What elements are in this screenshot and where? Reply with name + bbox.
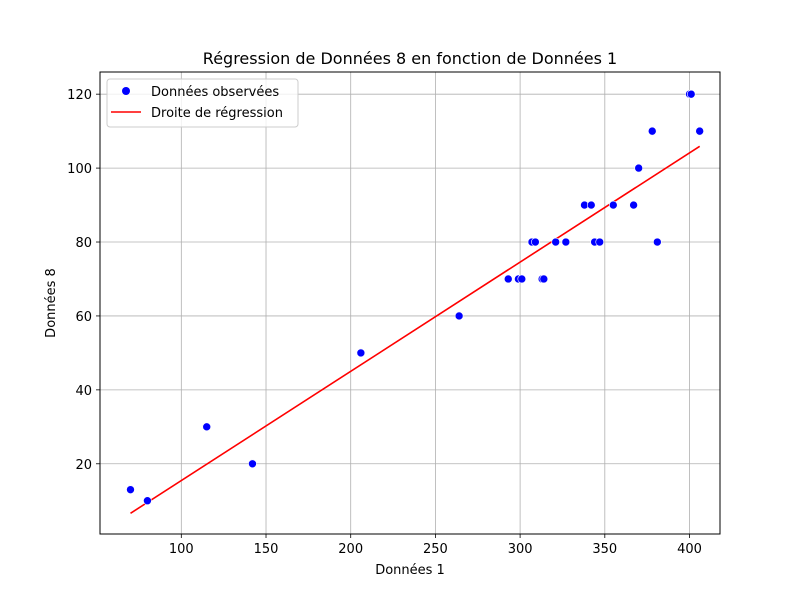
regression-line	[130, 145, 701, 514]
scatter-point	[586, 200, 596, 210]
scatter-point	[595, 237, 605, 247]
scatter-point	[551, 237, 560, 247]
x-tick-label: 350	[592, 542, 617, 557]
x-axis-label: Données 1	[375, 563, 445, 578]
scatter-point	[561, 237, 571, 247]
scatter-point	[143, 496, 152, 506]
scatter-point	[539, 274, 549, 284]
legend-label-observed: Données observées	[151, 85, 279, 100]
x-tick-label: 100	[169, 542, 194, 557]
axis-ticks: 100 150 200 250 300 350 400 20 40 60 80 100 120	[67, 88, 702, 557]
scatter-point	[647, 126, 657, 136]
x-tick-label: 150	[254, 542, 279, 557]
scatter-point	[695, 126, 704, 136]
scatter-point	[503, 274, 513, 284]
scatter-point	[686, 89, 696, 99]
y-tick-label: 20	[75, 458, 92, 473]
y-tick-label: 80	[75, 236, 92, 251]
plot-area	[100, 72, 720, 534]
y-tick-label: 120	[67, 88, 92, 103]
x-tick-label: 300	[508, 542, 533, 557]
scatter-point	[454, 311, 464, 321]
scatter-point	[248, 459, 257, 469]
y-tick-label: 40	[75, 384, 92, 399]
scatter-point	[608, 200, 618, 210]
y-tick-label: 60	[75, 310, 92, 325]
x-tick-label: 250	[423, 542, 448, 557]
scatter-point	[202, 422, 212, 432]
scatter-point	[634, 163, 643, 173]
scatter-point	[629, 200, 638, 210]
scatter-point	[653, 237, 662, 247]
plot-frame	[99, 71, 721, 535]
grid	[100, 72, 720, 534]
y-axis-label: Données 8	[44, 268, 59, 338]
y-tick-label: 100	[67, 162, 92, 177]
scatter-point	[356, 348, 366, 358]
legend-marker-observed	[122, 87, 130, 95]
legend-box	[106, 78, 299, 128]
legend: Données observées Droite de régression	[106, 78, 299, 128]
x-tick-label: 200	[338, 542, 363, 557]
scatter-point	[126, 485, 135, 494]
series-layer	[126, 89, 704, 514]
scatter-point	[531, 237, 540, 247]
x-tick-label: 400	[677, 542, 702, 557]
chart-title: Régression de Données 8 en fonction de D…	[203, 49, 617, 68]
scatter-point	[517, 274, 527, 284]
legend-label-regression: Droite de régression	[151, 106, 283, 121]
